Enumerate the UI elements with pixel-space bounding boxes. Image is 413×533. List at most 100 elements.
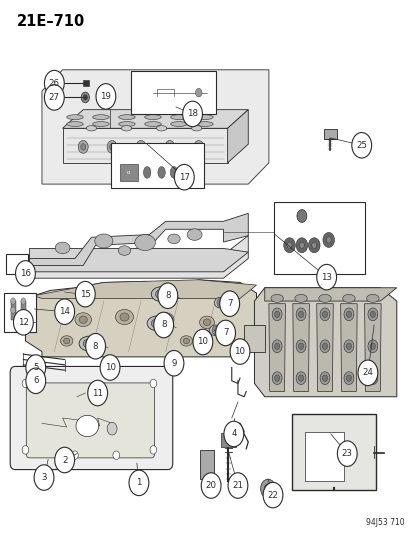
Circle shape: [274, 343, 279, 350]
Text: 22: 22: [267, 490, 278, 499]
Text: 15: 15: [80, 289, 90, 298]
Text: 13: 13: [320, 273, 331, 281]
Circle shape: [22, 379, 28, 387]
Ellipse shape: [155, 289, 167, 299]
Circle shape: [316, 264, 336, 290]
Circle shape: [274, 311, 279, 318]
Ellipse shape: [79, 316, 87, 324]
Polygon shape: [292, 304, 309, 391]
Ellipse shape: [66, 115, 83, 119]
Circle shape: [195, 88, 202, 97]
Bar: [21, 301, 26, 311]
Ellipse shape: [167, 234, 180, 244]
Circle shape: [55, 299, 74, 325]
Circle shape: [85, 334, 105, 359]
Ellipse shape: [86, 126, 96, 131]
Ellipse shape: [170, 115, 187, 119]
Ellipse shape: [203, 319, 210, 326]
Text: 11: 11: [92, 389, 103, 398]
Text: 8: 8: [93, 342, 98, 351]
Ellipse shape: [157, 313, 173, 327]
Circle shape: [264, 484, 271, 494]
Circle shape: [107, 141, 117, 154]
Ellipse shape: [118, 246, 131, 255]
Circle shape: [100, 355, 120, 380]
Ellipse shape: [75, 313, 91, 327]
Circle shape: [271, 340, 281, 353]
Text: 19: 19: [100, 92, 111, 101]
Circle shape: [83, 95, 87, 100]
Ellipse shape: [166, 358, 177, 367]
Text: 1: 1: [136, 478, 141, 487]
Polygon shape: [340, 304, 356, 391]
Circle shape: [55, 447, 74, 473]
Circle shape: [322, 232, 334, 247]
Ellipse shape: [214, 297, 225, 308]
Polygon shape: [62, 110, 248, 128]
Circle shape: [219, 291, 239, 317]
FancyBboxPatch shape: [131, 71, 216, 114]
Circle shape: [21, 298, 26, 304]
Circle shape: [75, 281, 95, 307]
Circle shape: [298, 311, 303, 318]
Ellipse shape: [145, 122, 161, 126]
Circle shape: [81, 144, 85, 150]
Polygon shape: [29, 236, 248, 278]
Ellipse shape: [66, 122, 83, 126]
Ellipse shape: [157, 166, 165, 178]
Circle shape: [295, 238, 307, 253]
Polygon shape: [364, 304, 380, 391]
Ellipse shape: [95, 234, 113, 248]
Circle shape: [230, 339, 249, 365]
Circle shape: [138, 144, 143, 150]
Text: 8: 8: [161, 320, 166, 329]
Ellipse shape: [196, 122, 213, 126]
Ellipse shape: [191, 126, 202, 131]
Polygon shape: [227, 110, 248, 163]
Polygon shape: [244, 325, 264, 352]
Ellipse shape: [187, 229, 202, 240]
Circle shape: [337, 441, 356, 466]
Ellipse shape: [270, 294, 282, 302]
Circle shape: [17, 313, 21, 320]
Text: 23: 23: [341, 449, 352, 458]
Circle shape: [274, 375, 279, 381]
Text: 10: 10: [104, 363, 115, 372]
Text: 18: 18: [187, 109, 197, 118]
Ellipse shape: [199, 316, 214, 328]
Ellipse shape: [156, 126, 166, 131]
Circle shape: [343, 308, 353, 321]
Circle shape: [201, 473, 221, 498]
Ellipse shape: [55, 242, 70, 254]
Text: 24: 24: [361, 368, 373, 377]
Circle shape: [164, 141, 174, 154]
Polygon shape: [217, 330, 225, 341]
FancyBboxPatch shape: [10, 367, 172, 470]
Circle shape: [370, 311, 375, 318]
Circle shape: [88, 380, 107, 406]
FancyBboxPatch shape: [291, 414, 375, 490]
Ellipse shape: [145, 115, 161, 119]
Circle shape: [367, 372, 377, 384]
Text: 20: 20: [205, 481, 216, 490]
Ellipse shape: [209, 325, 221, 336]
Circle shape: [216, 298, 223, 307]
Ellipse shape: [121, 126, 131, 131]
Ellipse shape: [119, 115, 135, 119]
Circle shape: [107, 422, 117, 435]
Circle shape: [319, 340, 329, 353]
Circle shape: [34, 465, 54, 490]
Circle shape: [211, 326, 218, 335]
Circle shape: [11, 307, 16, 313]
FancyBboxPatch shape: [304, 432, 344, 481]
Circle shape: [164, 351, 183, 376]
Ellipse shape: [83, 339, 95, 349]
Bar: [11, 301, 16, 311]
Text: 5: 5: [33, 363, 38, 372]
Ellipse shape: [119, 122, 135, 126]
Circle shape: [192, 329, 212, 355]
Ellipse shape: [60, 336, 73, 346]
Ellipse shape: [93, 122, 109, 126]
Ellipse shape: [318, 294, 330, 302]
Ellipse shape: [135, 235, 155, 251]
